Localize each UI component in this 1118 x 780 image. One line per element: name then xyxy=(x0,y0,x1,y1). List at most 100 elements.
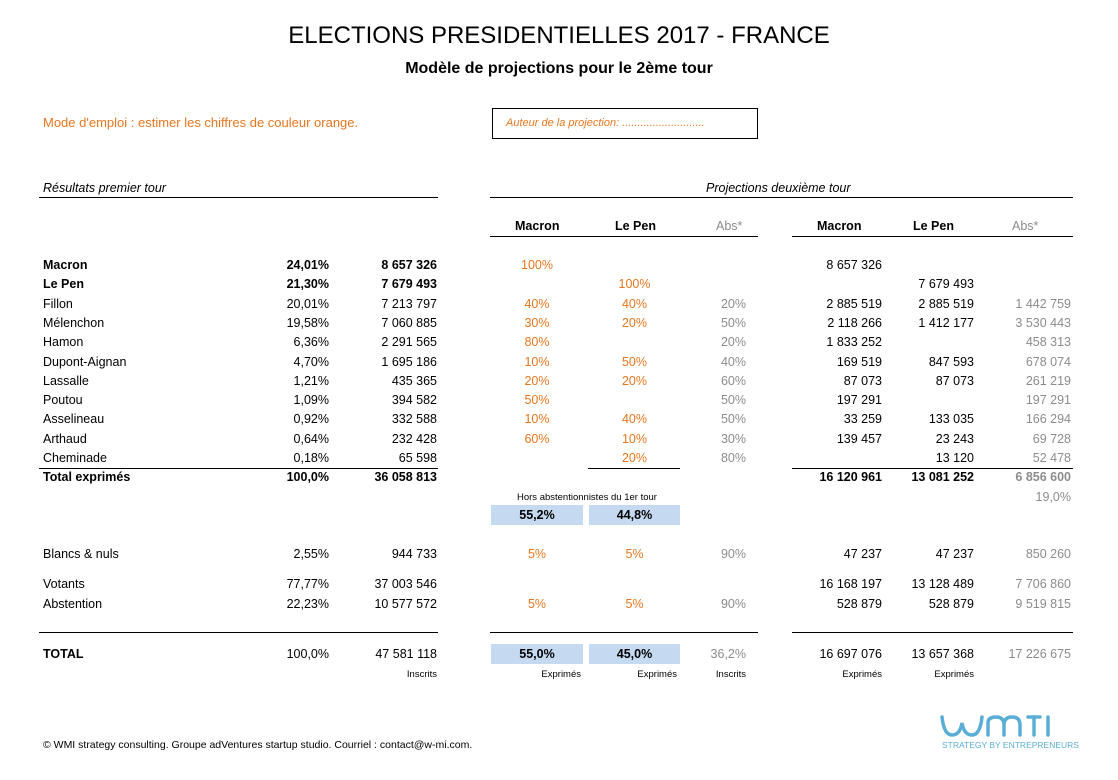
cell-votes: 8 657 326 xyxy=(381,258,437,272)
total-macron: 16 697 076 xyxy=(819,647,882,661)
blancs-macron: 47 237 xyxy=(843,547,882,561)
hors-abstention-note: Hors abstentionnistes du 1er tour xyxy=(517,492,657,503)
hors-macron-value: 55,2% xyxy=(519,508,555,522)
cell-pl[interactable]: 40% xyxy=(621,297,648,311)
cell-pa: 30% xyxy=(720,432,746,446)
cell-pm[interactable]: 60% xyxy=(524,432,550,446)
cell-pl[interactable]: 20% xyxy=(621,316,648,330)
cell-vl: 133 035 xyxy=(928,412,974,426)
header-macron-pct: Macron xyxy=(515,219,560,233)
cell-pct: 1,21% xyxy=(293,374,329,388)
cell-pm[interactable]: 40% xyxy=(524,297,550,311)
cell-pl[interactable]: 100% xyxy=(618,277,651,291)
cell-pl[interactable]: 20% xyxy=(621,374,648,388)
divider xyxy=(490,197,1073,198)
cell-va: 678 074 xyxy=(1025,355,1071,369)
abstention-pct-macron[interactable]: 5% xyxy=(527,597,547,611)
header-abs-votes: Abs* xyxy=(1012,219,1039,233)
total-exprimes-votes: 36 058 813 xyxy=(374,470,437,484)
cell-vm: 139 457 xyxy=(836,432,882,446)
cell-votes: 394 582 xyxy=(391,393,437,407)
header-macron-votes: Macron xyxy=(817,219,862,233)
logo-tagline: STRATEGY BY ENTREPRENEURS xyxy=(942,740,1079,750)
cell-vm: 8 657 326 xyxy=(826,258,882,272)
cell-name: Lassalle xyxy=(43,374,89,388)
total-pct-abs: 36,2% xyxy=(710,647,746,661)
highlight-cell xyxy=(589,505,680,525)
cell-pa: 60% xyxy=(720,374,746,388)
cell-pm[interactable]: 80% xyxy=(524,335,550,349)
label-exprimes-macron-votes: Exprimés xyxy=(842,669,882,680)
total-exprimes-abs: 6 856 600 xyxy=(1015,470,1071,484)
cell-pct: 1,09% xyxy=(293,393,329,407)
blancs-pct-macron[interactable]: 5% xyxy=(527,547,547,561)
cell-vm: 87 073 xyxy=(843,374,882,388)
cell-votes: 1 695 186 xyxy=(381,355,437,369)
cell-pm[interactable]: 10% xyxy=(524,412,550,426)
label-exprimes-lepen-votes: Exprimés xyxy=(934,669,974,680)
cell-pm[interactable]: 20% xyxy=(524,374,550,388)
cell-pl[interactable]: 10% xyxy=(621,432,648,446)
total-exprimes-pct: 100,0% xyxy=(286,470,329,484)
total-pct: 100,0% xyxy=(286,647,329,661)
header-lepen-pct: Le Pen xyxy=(615,219,656,233)
total-abs: 17 226 675 xyxy=(1008,647,1071,661)
blancs-pct: 2,55% xyxy=(293,547,329,561)
cell-va: 3 530 443 xyxy=(1015,316,1071,330)
votants-lepen: 13 128 489 xyxy=(911,577,974,591)
total-lepen: 13 657 368 xyxy=(911,647,974,661)
abstention-abs: 9 519 815 xyxy=(1015,597,1071,611)
cell-pa: 20% xyxy=(720,335,746,349)
cell-name: Poutou xyxy=(43,393,83,407)
divider xyxy=(39,197,438,198)
votants-label: Votants xyxy=(43,577,85,591)
total-votes: 47 581 118 xyxy=(375,647,437,661)
cell-votes: 7 679 493 xyxy=(381,277,437,291)
cell-pct: 4,70% xyxy=(293,355,329,369)
author-input-box[interactable] xyxy=(492,108,758,139)
blancs-pct-lepen[interactable]: 5% xyxy=(625,547,644,561)
cell-pm[interactable]: 30% xyxy=(524,316,550,330)
cell-pct: 20,01% xyxy=(286,297,329,311)
votants-pct: 77,77% xyxy=(286,577,329,591)
cell-pct: 0,92% xyxy=(293,412,329,426)
cell-pct: 24,01% xyxy=(286,258,329,272)
total-exprimes-macron: 16 120 961 xyxy=(819,470,882,484)
blancs-abs: 850 260 xyxy=(1025,547,1071,561)
votants-abs: 7 706 860 xyxy=(1015,577,1071,591)
cell-pm[interactable]: 50% xyxy=(524,393,550,407)
label-inscrits: Inscrits xyxy=(406,669,437,680)
footer-copyright: © WMI strategy consulting. Groupe adVent… xyxy=(43,739,473,751)
cell-pl[interactable]: 50% xyxy=(621,355,648,369)
divider xyxy=(588,468,680,469)
cell-votes: 332 588 xyxy=(391,412,437,426)
header-lepen-votes: Le Pen xyxy=(913,219,954,233)
cell-votes: 232 428 xyxy=(391,432,437,446)
cell-vm: 1 833 252 xyxy=(826,335,882,349)
label-exprimes-macron: Exprimés xyxy=(541,669,581,680)
cell-pm[interactable]: 100% xyxy=(521,258,553,272)
votants-votes: 37 003 546 xyxy=(374,577,437,591)
cell-pa: 50% xyxy=(720,393,746,407)
cell-name: Mélenchon xyxy=(43,316,105,330)
cell-vl: 13 120 xyxy=(935,451,974,465)
cell-pm[interactable]: 10% xyxy=(524,355,550,369)
cell-vm: 2 118 266 xyxy=(827,316,882,330)
abstention-pct-lepen[interactable]: 5% xyxy=(625,597,644,611)
cell-pa: 40% xyxy=(720,355,746,369)
blancs-votes: 944 733 xyxy=(391,547,437,561)
cell-vl: 87 073 xyxy=(935,374,974,388)
blancs-pct-abs: 90% xyxy=(720,547,746,561)
cell-pa: 50% xyxy=(720,316,746,330)
divider xyxy=(490,236,758,237)
cell-va: 69 728 xyxy=(1032,432,1071,446)
cell-votes: 7 213 797 xyxy=(381,297,437,311)
cell-pl[interactable]: 20% xyxy=(621,451,648,465)
cell-vl: 2 885 519 xyxy=(918,297,974,311)
divider xyxy=(39,632,438,633)
cell-name: Macron xyxy=(43,258,88,272)
cell-pl[interactable]: 40% xyxy=(621,412,648,426)
cell-pa: 20% xyxy=(720,297,746,311)
section-second-round: Projections deuxième tour xyxy=(706,181,851,195)
cell-votes: 65 598 xyxy=(398,451,437,465)
